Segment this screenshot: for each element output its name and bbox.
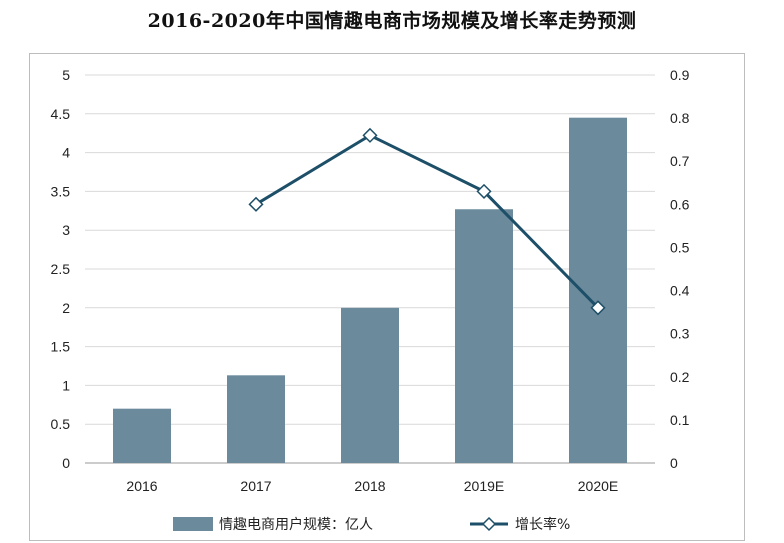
x-axis-tick-label: 2017 xyxy=(240,478,271,494)
line-point-marker xyxy=(248,196,264,212)
right-axis-tick-label: 0.4 xyxy=(670,283,690,299)
left-axis-ticks: 0 0.5 1 1.5 2 2.5 3 3.5 4 4.5 5 xyxy=(51,67,71,471)
legend-bar-swatch xyxy=(173,517,213,531)
bar-series xyxy=(113,117,627,464)
left-axis-tick-label: 4.5 xyxy=(51,106,71,122)
legend: 情趣电商用户规模：亿人 增长率% xyxy=(173,516,570,533)
bar xyxy=(455,209,513,463)
left-axis-tick-label: 4 xyxy=(62,145,70,161)
line-point-marker xyxy=(590,300,606,316)
right-axis-tick-label: 0.7 xyxy=(670,153,690,169)
x-axis-tick-label: 2018 xyxy=(354,478,385,494)
chart-title: 2016-2020年中国情趣电商市场规模及增长率走势预测 xyxy=(147,10,637,32)
right-axis-tick-label: 0.5 xyxy=(670,239,690,255)
left-axis-tick-label: 1.5 xyxy=(51,339,71,355)
right-axis-tick-label: 0.2 xyxy=(670,369,690,385)
legend-bar-label: 情趣电商用户规模：亿人 xyxy=(219,516,373,533)
legend-line-label: 增长率% xyxy=(515,516,570,533)
bar xyxy=(113,408,171,463)
right-axis-tick-label: 0.3 xyxy=(670,326,690,342)
bar xyxy=(341,307,399,463)
growth-line xyxy=(255,133,600,309)
line-point-marker xyxy=(476,183,492,199)
left-axis-tick-label: 0 xyxy=(62,455,70,471)
x-axis-tick-label: 2020E xyxy=(578,478,618,494)
right-axis-tick-label: 0.6 xyxy=(670,196,690,212)
bar xyxy=(227,375,285,463)
right-axis-tick-label: 0.1 xyxy=(670,412,690,428)
left-axis-tick-label: 0.5 xyxy=(51,416,71,432)
right-axis-tick-label: 0.8 xyxy=(670,110,690,126)
left-axis-tick-label: 2 xyxy=(62,300,70,316)
growth-line-series xyxy=(248,127,606,316)
left-axis-tick-label: 3 xyxy=(62,222,70,238)
legend-line-marker xyxy=(481,516,497,532)
line-point-marker xyxy=(362,127,378,143)
left-axis-tick-label: 3.5 xyxy=(51,183,71,199)
x-axis-tick-label: 2016 xyxy=(126,478,157,494)
right-axis-tick-label: 0.9 xyxy=(670,67,690,83)
right-axis-tick-label: 0 xyxy=(670,455,678,471)
x-axis-ticks: 2016 2017 2018 2019E 2020E xyxy=(126,478,618,494)
right-axis-ticks: 0 0.1 0.2 0.3 0.4 0.5 0.6 0.7 0.8 0.9 xyxy=(670,67,690,471)
left-axis-tick-label: 5 xyxy=(62,67,70,83)
bar xyxy=(569,117,627,464)
left-axis-tick-label: 1 xyxy=(62,377,70,393)
left-axis-tick-label: 2.5 xyxy=(51,261,71,277)
x-axis-tick-label: 2019E xyxy=(464,478,504,494)
chart-frame xyxy=(29,53,745,541)
